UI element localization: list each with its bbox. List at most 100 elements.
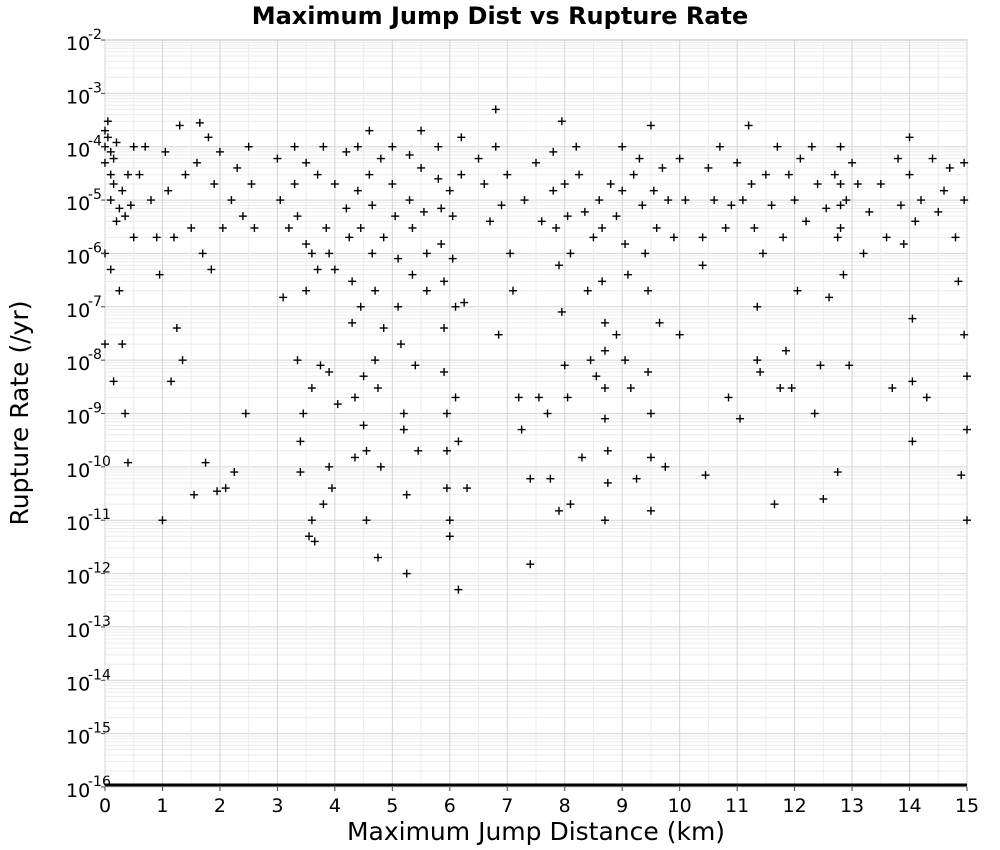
data-point	[598, 223, 607, 232]
data-point	[178, 356, 187, 365]
data-point	[322, 223, 331, 232]
x-tick-label: 6	[444, 795, 456, 817]
data-point	[210, 180, 219, 189]
data-point	[646, 409, 655, 418]
data-point	[758, 249, 767, 258]
data-point	[787, 384, 796, 393]
data-point	[422, 249, 431, 258]
data-point	[658, 163, 667, 172]
data-point	[373, 553, 382, 562]
data-point	[103, 133, 112, 142]
x-tick-label: 15	[955, 795, 979, 817]
data-point	[359, 372, 368, 381]
data-point	[109, 180, 118, 189]
data-point	[549, 186, 558, 195]
data-point	[106, 170, 115, 179]
data-point	[368, 249, 377, 258]
data-point	[129, 142, 138, 151]
data-point	[362, 516, 371, 525]
y-tick-label: 10	[66, 780, 90, 802]
data-point	[865, 207, 874, 216]
data-point	[896, 201, 905, 210]
data-point	[744, 121, 753, 130]
data-point	[612, 330, 621, 339]
data-point	[172, 324, 181, 333]
data-point	[882, 233, 891, 242]
data-point	[669, 233, 678, 242]
data-point	[761, 170, 770, 179]
x-tick-label: 2	[214, 795, 226, 817]
data-point	[175, 121, 184, 130]
y-tick-exponent: -16	[88, 774, 111, 790]
x-tick-label: 12	[783, 795, 807, 817]
data-point	[457, 170, 466, 179]
data-point	[580, 207, 589, 216]
x-tick-label: 4	[329, 795, 341, 817]
data-point	[307, 249, 316, 258]
data-point	[106, 147, 115, 156]
data-point	[963, 372, 971, 381]
data-point	[626, 384, 635, 393]
data-point	[290, 142, 299, 151]
y-tick-label: 10	[66, 727, 90, 749]
data-point	[566, 249, 575, 258]
data-point	[307, 516, 316, 525]
x-tick-label: 7	[501, 795, 513, 817]
data-point	[233, 163, 242, 172]
data-point	[563, 212, 572, 221]
data-point	[486, 217, 495, 226]
data-point	[727, 201, 736, 210]
data-point	[437, 204, 446, 213]
data-point	[577, 453, 586, 462]
data-point	[721, 223, 730, 232]
data-point	[325, 367, 334, 376]
data-point	[480, 180, 489, 189]
data-point	[618, 142, 627, 151]
data-point	[411, 361, 420, 370]
data-point	[141, 142, 150, 151]
data-point	[698, 261, 707, 270]
data-point	[652, 223, 661, 232]
data-point	[644, 286, 653, 295]
data-point	[445, 186, 454, 195]
data-point	[371, 286, 380, 295]
data-point	[307, 384, 316, 393]
data-point	[960, 158, 969, 167]
x-tick-label: 10	[668, 795, 692, 817]
data-point	[649, 186, 658, 195]
scatter-points	[101, 105, 971, 594]
y-tick-exponent: -3	[88, 80, 102, 96]
data-point	[158, 516, 167, 525]
data-point	[655, 318, 664, 327]
data-point	[960, 330, 969, 339]
data-point	[830, 170, 839, 179]
data-point	[218, 223, 227, 232]
data-point	[333, 400, 342, 409]
y-tick-label: 10	[66, 620, 90, 642]
data-point	[161, 147, 170, 156]
data-point	[448, 212, 457, 221]
data-point	[563, 393, 572, 402]
data-point	[833, 468, 842, 477]
data-point	[506, 249, 515, 258]
data-point	[756, 367, 765, 376]
data-point	[537, 217, 546, 226]
data-point	[379, 324, 388, 333]
data-point	[623, 270, 632, 279]
data-point	[302, 286, 311, 295]
data-point	[747, 180, 756, 189]
data-point	[908, 314, 917, 323]
data-point	[155, 270, 164, 279]
data-point	[612, 212, 621, 221]
data-point	[753, 302, 762, 311]
data-point	[296, 468, 305, 477]
data-point	[293, 212, 302, 221]
x-tick-label: 11	[725, 795, 749, 817]
data-point	[534, 393, 543, 402]
data-point	[279, 293, 288, 302]
y-tick-label: 10	[66, 567, 90, 589]
data-point	[554, 506, 563, 515]
data-point	[526, 560, 535, 569]
data-point	[908, 437, 917, 446]
data-point	[330, 265, 339, 274]
